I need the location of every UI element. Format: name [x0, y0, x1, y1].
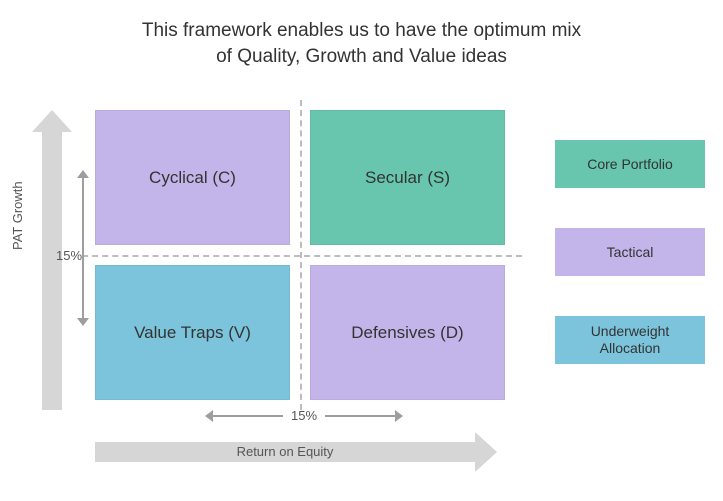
title-line-2: of Quality, Growth and Value ideas [216, 46, 507, 67]
page-title: This framework enables us to have the op… [0, 0, 723, 69]
chevron-left-icon [205, 410, 213, 422]
legend-label: Core Portfolio [587, 156, 673, 173]
quadrant-grid: Cyclical (C) Secular (S) Value Traps (V)… [95, 110, 505, 400]
quadrant-defensives: Defensives (D) [310, 265, 505, 400]
y-axis-arrow-body [42, 130, 62, 410]
legend-item-underweight: Underweight Allocation [555, 316, 705, 364]
chevron-up-icon [77, 170, 89, 178]
x-axis-arrowhead-icon [475, 432, 497, 472]
legend-item-core: Core Portfolio [555, 140, 705, 188]
x-threshold-label: 15% [283, 408, 325, 423]
legend-label: Tactical [607, 244, 654, 261]
legend-label: Underweight Allocation [561, 323, 699, 357]
chevron-down-icon [77, 318, 89, 326]
quadrant-cyclical: Cyclical (C) [95, 110, 290, 245]
quadrant-value-traps: Value Traps (V) [95, 265, 290, 400]
chevron-right-icon [395, 410, 403, 422]
quadrant-secular: Secular (S) [310, 110, 505, 245]
y-axis-arrowhead-icon [32, 110, 72, 132]
legend-item-tactical: Tactical [555, 228, 705, 276]
x-threshold-marker: 15% [205, 408, 403, 423]
x-axis-label: Return on Equity [95, 444, 475, 459]
quadrant-label: Secular (S) [365, 168, 450, 188]
quadrant-label: Value Traps (V) [134, 323, 251, 343]
legend: Core Portfolio Tactical Underweight Allo… [555, 140, 705, 404]
y-axis-label: PAT Growth [10, 181, 25, 250]
diagram-stage: PAT Growth Return on Equity 15% 15% Cycl… [0, 90, 723, 490]
quadrant-label: Defensives (D) [351, 323, 463, 343]
title-line-1: This framework enables us to have the op… [142, 20, 581, 41]
y-threshold-marker: 15% [76, 170, 90, 326]
quadrant-label: Cyclical (C) [149, 168, 236, 188]
y-threshold-label: 15% [56, 248, 82, 263]
